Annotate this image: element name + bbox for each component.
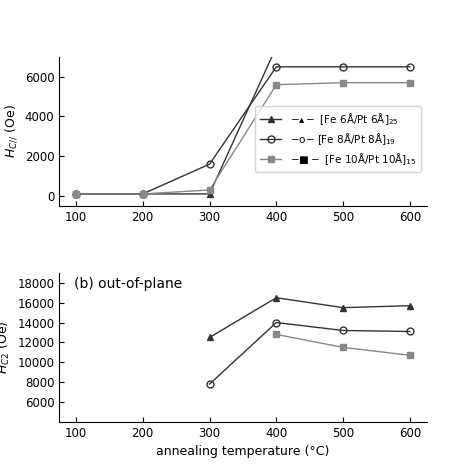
[Fe 10Å/Pt 10Å]$_{15}$ bbox=[273, 82, 279, 88]
[Fe 8Å/Pt 8Å]$_{19}$ bbox=[340, 328, 346, 333]
[Fe 8Å/Pt 8Å]$_{19}$ bbox=[207, 161, 212, 167]
[Fe 6Å/Pt 6Å]$_{25}$ bbox=[340, 305, 346, 310]
[Fe 10Å/Pt 10Å]$_{15}$ bbox=[140, 191, 146, 197]
[Fe 6Å/Pt 6Å]$_{25}$ bbox=[340, 44, 346, 50]
Y-axis label: $H_{C//}$ (Oe): $H_{C//}$ (Oe) bbox=[3, 104, 19, 158]
[Fe 8Å/Pt 8Å]$_{19}$ bbox=[207, 381, 212, 387]
[Fe 8Å/Pt 8Å]$_{19}$ bbox=[407, 64, 413, 70]
Line: [Fe 10Å/Pt 10Å]$_{15}$: [Fe 10Å/Pt 10Å]$_{15}$ bbox=[273, 331, 413, 359]
[Fe 6Å/Pt 6Å]$_{25}$ bbox=[273, 295, 279, 301]
Text: (b) out-of-plane: (b) out-of-plane bbox=[74, 277, 182, 292]
Line: [Fe 6Å/Pt 6Å]$_{25}$: [Fe 6Å/Pt 6Å]$_{25}$ bbox=[73, 44, 413, 197]
[Fe 10Å/Pt 10Å]$_{15}$ bbox=[73, 191, 79, 197]
Line: [Fe 6Å/Pt 6Å]$_{25}$: [Fe 6Å/Pt 6Å]$_{25}$ bbox=[206, 294, 413, 341]
[Fe 6Å/Pt 6Å]$_{25}$ bbox=[140, 191, 146, 197]
[Fe 6Å/Pt 6Å]$_{25}$ bbox=[207, 191, 212, 197]
[Fe 8Å/Pt 8Å]$_{19}$ bbox=[73, 191, 79, 197]
[Fe 10Å/Pt 10Å]$_{15}$ bbox=[407, 80, 413, 85]
Line: [Fe 8Å/Pt 8Å]$_{19}$: [Fe 8Å/Pt 8Å]$_{19}$ bbox=[73, 64, 413, 197]
[Fe 6Å/Pt 6Å]$_{25}$ bbox=[407, 303, 413, 309]
[Fe 10Å/Pt 10Å]$_{15}$ bbox=[207, 187, 212, 193]
[Fe 10Å/Pt 10Å]$_{15}$ bbox=[340, 345, 346, 350]
Line: [Fe 10Å/Pt 10Å]$_{15}$: [Fe 10Å/Pt 10Å]$_{15}$ bbox=[73, 79, 413, 197]
Legend: $-\blacktriangle-$ [Fe 6Å/Pt 6Å]$_{25}$, $-$o$-$ [Fe 8Å/Pt 8Å]$_{19}$, $-\blacks: $-\blacktriangle-$ [Fe 6Å/Pt 6Å]$_{25}$,… bbox=[255, 106, 421, 172]
Y-axis label: $H_{C2}$ (Oe): $H_{C2}$ (Oe) bbox=[0, 320, 12, 374]
[Fe 10Å/Pt 10Å]$_{15}$ bbox=[340, 80, 346, 85]
[Fe 8Å/Pt 8Å]$_{19}$ bbox=[273, 319, 279, 325]
[Fe 10Å/Pt 10Å]$_{15}$ bbox=[273, 332, 279, 337]
X-axis label: annealing temperature (°C): annealing temperature (°C) bbox=[156, 445, 329, 458]
[Fe 8Å/Pt 8Å]$_{19}$ bbox=[340, 64, 346, 70]
[Fe 10Å/Pt 10Å]$_{15}$ bbox=[407, 353, 413, 358]
[Fe 6Å/Pt 6Å]$_{25}$ bbox=[73, 191, 79, 197]
[Fe 8Å/Pt 8Å]$_{19}$ bbox=[140, 191, 146, 197]
[Fe 6Å/Pt 6Å]$_{25}$ bbox=[273, 44, 279, 50]
[Fe 8Å/Pt 8Å]$_{19}$ bbox=[273, 64, 279, 70]
Line: [Fe 8Å/Pt 8Å]$_{19}$: [Fe 8Å/Pt 8Å]$_{19}$ bbox=[206, 319, 413, 388]
[Fe 6Å/Pt 6Å]$_{25}$ bbox=[207, 335, 212, 340]
[Fe 6Å/Pt 6Å]$_{25}$ bbox=[407, 44, 413, 50]
[Fe 8Å/Pt 8Å]$_{19}$ bbox=[407, 328, 413, 334]
